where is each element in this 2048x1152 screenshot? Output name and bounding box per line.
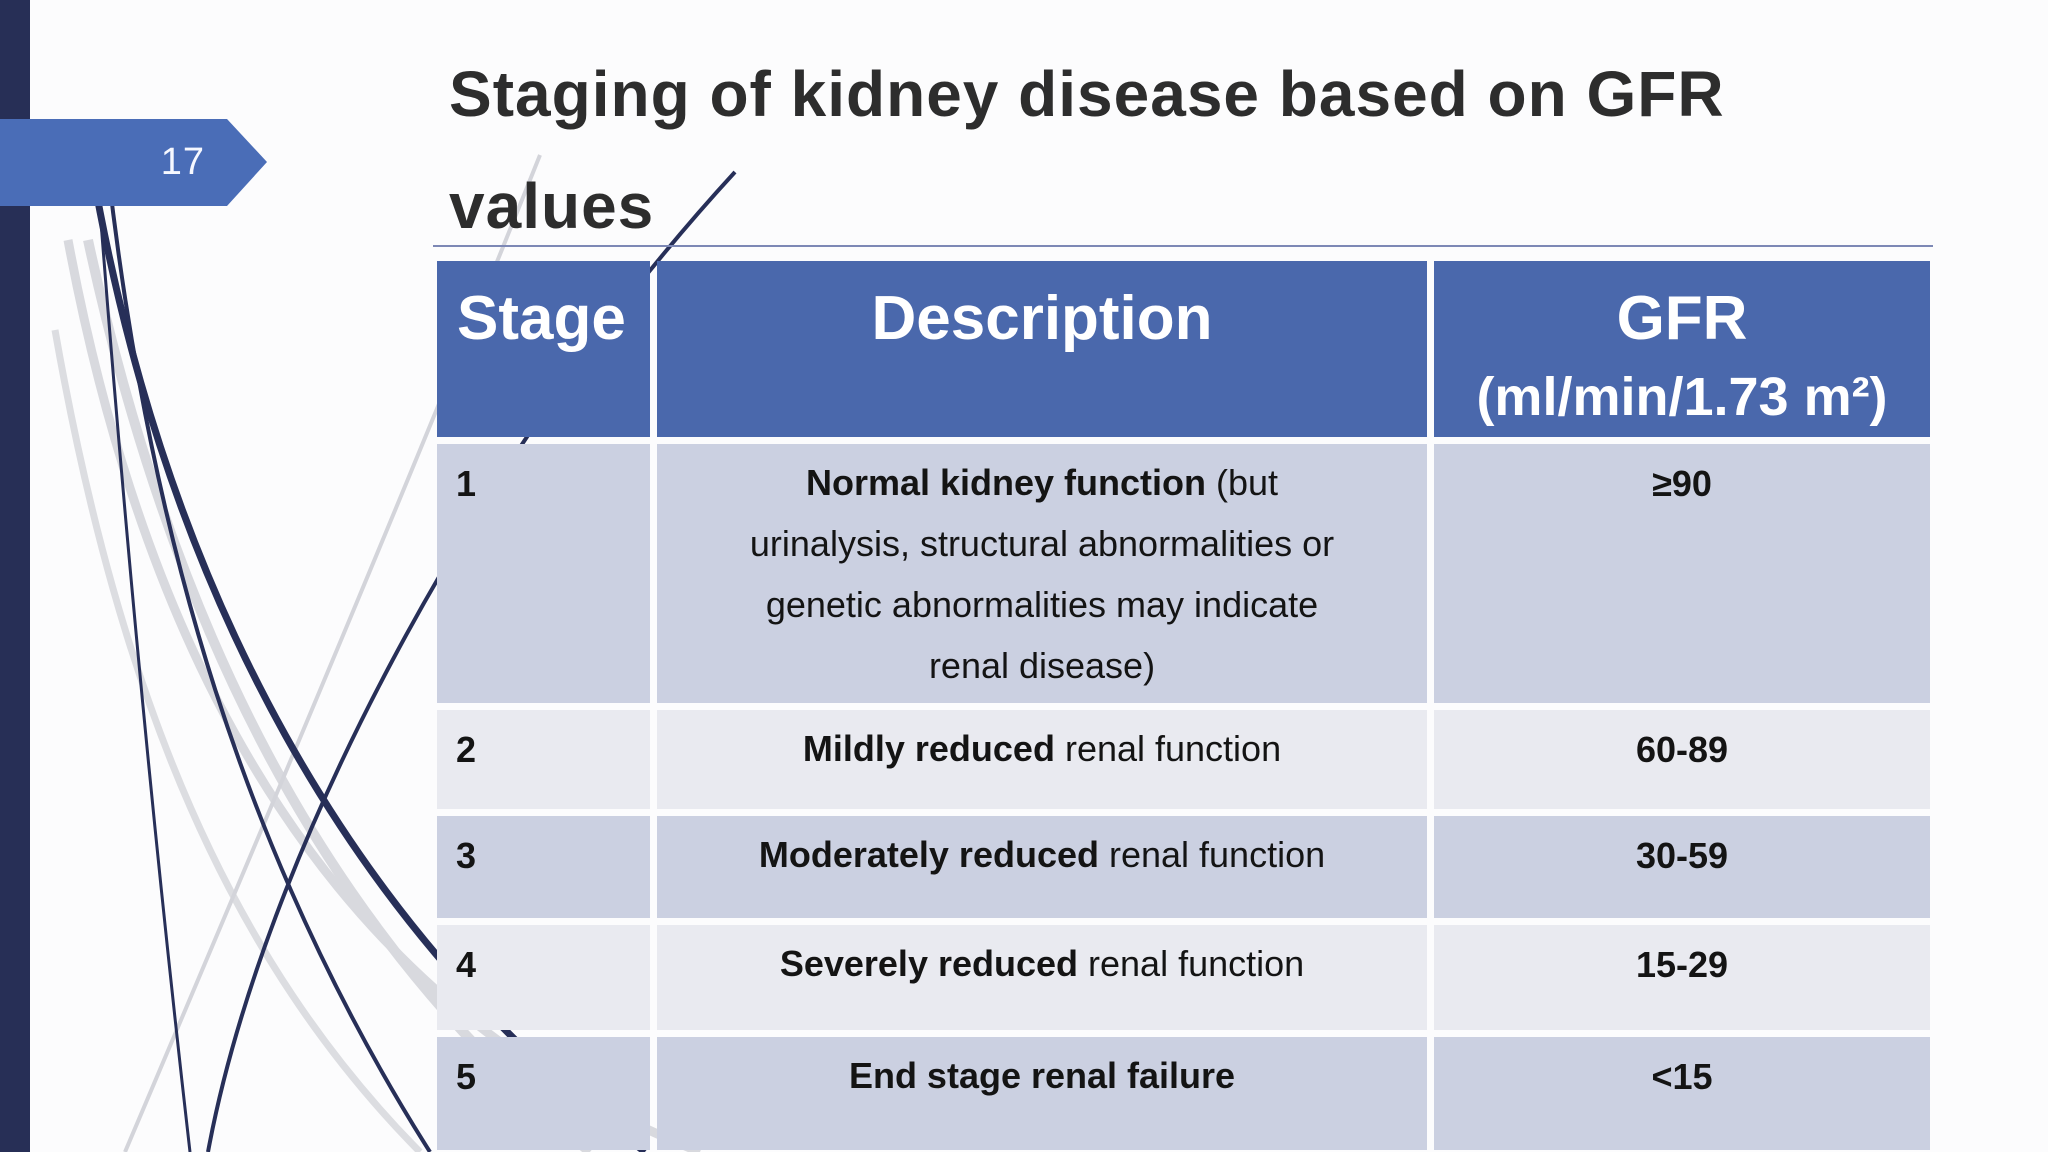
gfr-value-cell: <15 bbox=[1434, 1037, 1930, 1150]
staging-table: Stage Description GFR (ml/min/1.73 m²) 1… bbox=[437, 261, 1930, 1150]
description-cell: Moderately reduced renal function bbox=[657, 816, 1427, 918]
gfr-value-cell: ≥90 bbox=[1434, 444, 1930, 703]
description-line: Severely reduced renal function bbox=[779, 943, 1305, 984]
page-number: 17 bbox=[160, 141, 205, 183]
description-line: genetic abnormalities may indicate bbox=[765, 584, 1319, 625]
stage-cell: 5 bbox=[437, 1037, 650, 1150]
title-underline bbox=[433, 245, 1933, 247]
gfr-value-cell: 15-29 bbox=[1434, 925, 1930, 1030]
description-line: renal disease) bbox=[928, 645, 1156, 686]
column-header-gfr: GFR (ml/min/1.73 m²) bbox=[1434, 261, 1930, 437]
slide-title: Staging of kidney disease based on GFR v… bbox=[449, 38, 1949, 262]
description-cell: End stage renal failure bbox=[657, 1037, 1427, 1150]
gfr-value-cell: 60-89 bbox=[1434, 710, 1930, 809]
description-line: Normal kidney function (but bbox=[805, 462, 1279, 503]
description-line: Moderately reduced renal function bbox=[758, 834, 1326, 875]
stage-cell: 3 bbox=[437, 816, 650, 918]
column-header-description: Description bbox=[657, 261, 1427, 437]
description-cell: Severely reduced renal function bbox=[657, 925, 1427, 1030]
gfr-header-abbrev: GFR bbox=[1616, 284, 1748, 353]
gfr-header-units: (ml/min/1.73 m²) bbox=[1476, 367, 1888, 427]
description-line: End stage renal failure bbox=[848, 1055, 1236, 1096]
description-cell: Mildly reduced renal function bbox=[657, 710, 1427, 809]
description-line: urinalysis, structural abnormalities or bbox=[749, 523, 1335, 564]
stage-cell: 1 bbox=[437, 444, 650, 703]
description-cell: Normal kidney function (but urinalysis, s… bbox=[657, 444, 1427, 703]
page-number-banner: 17 bbox=[0, 119, 267, 206]
gfr-value-cell: 30-59 bbox=[1434, 816, 1930, 918]
stage-cell: 2 bbox=[437, 710, 650, 809]
slide-title-line2: values bbox=[449, 170, 655, 242]
stage-cell: 4 bbox=[437, 925, 650, 1030]
column-header-stage: Stage bbox=[437, 261, 650, 437]
description-line: Mildly reduced renal function bbox=[802, 728, 1282, 769]
slide-title-line1: Staging of kidney disease based on GFR bbox=[449, 58, 1725, 130]
